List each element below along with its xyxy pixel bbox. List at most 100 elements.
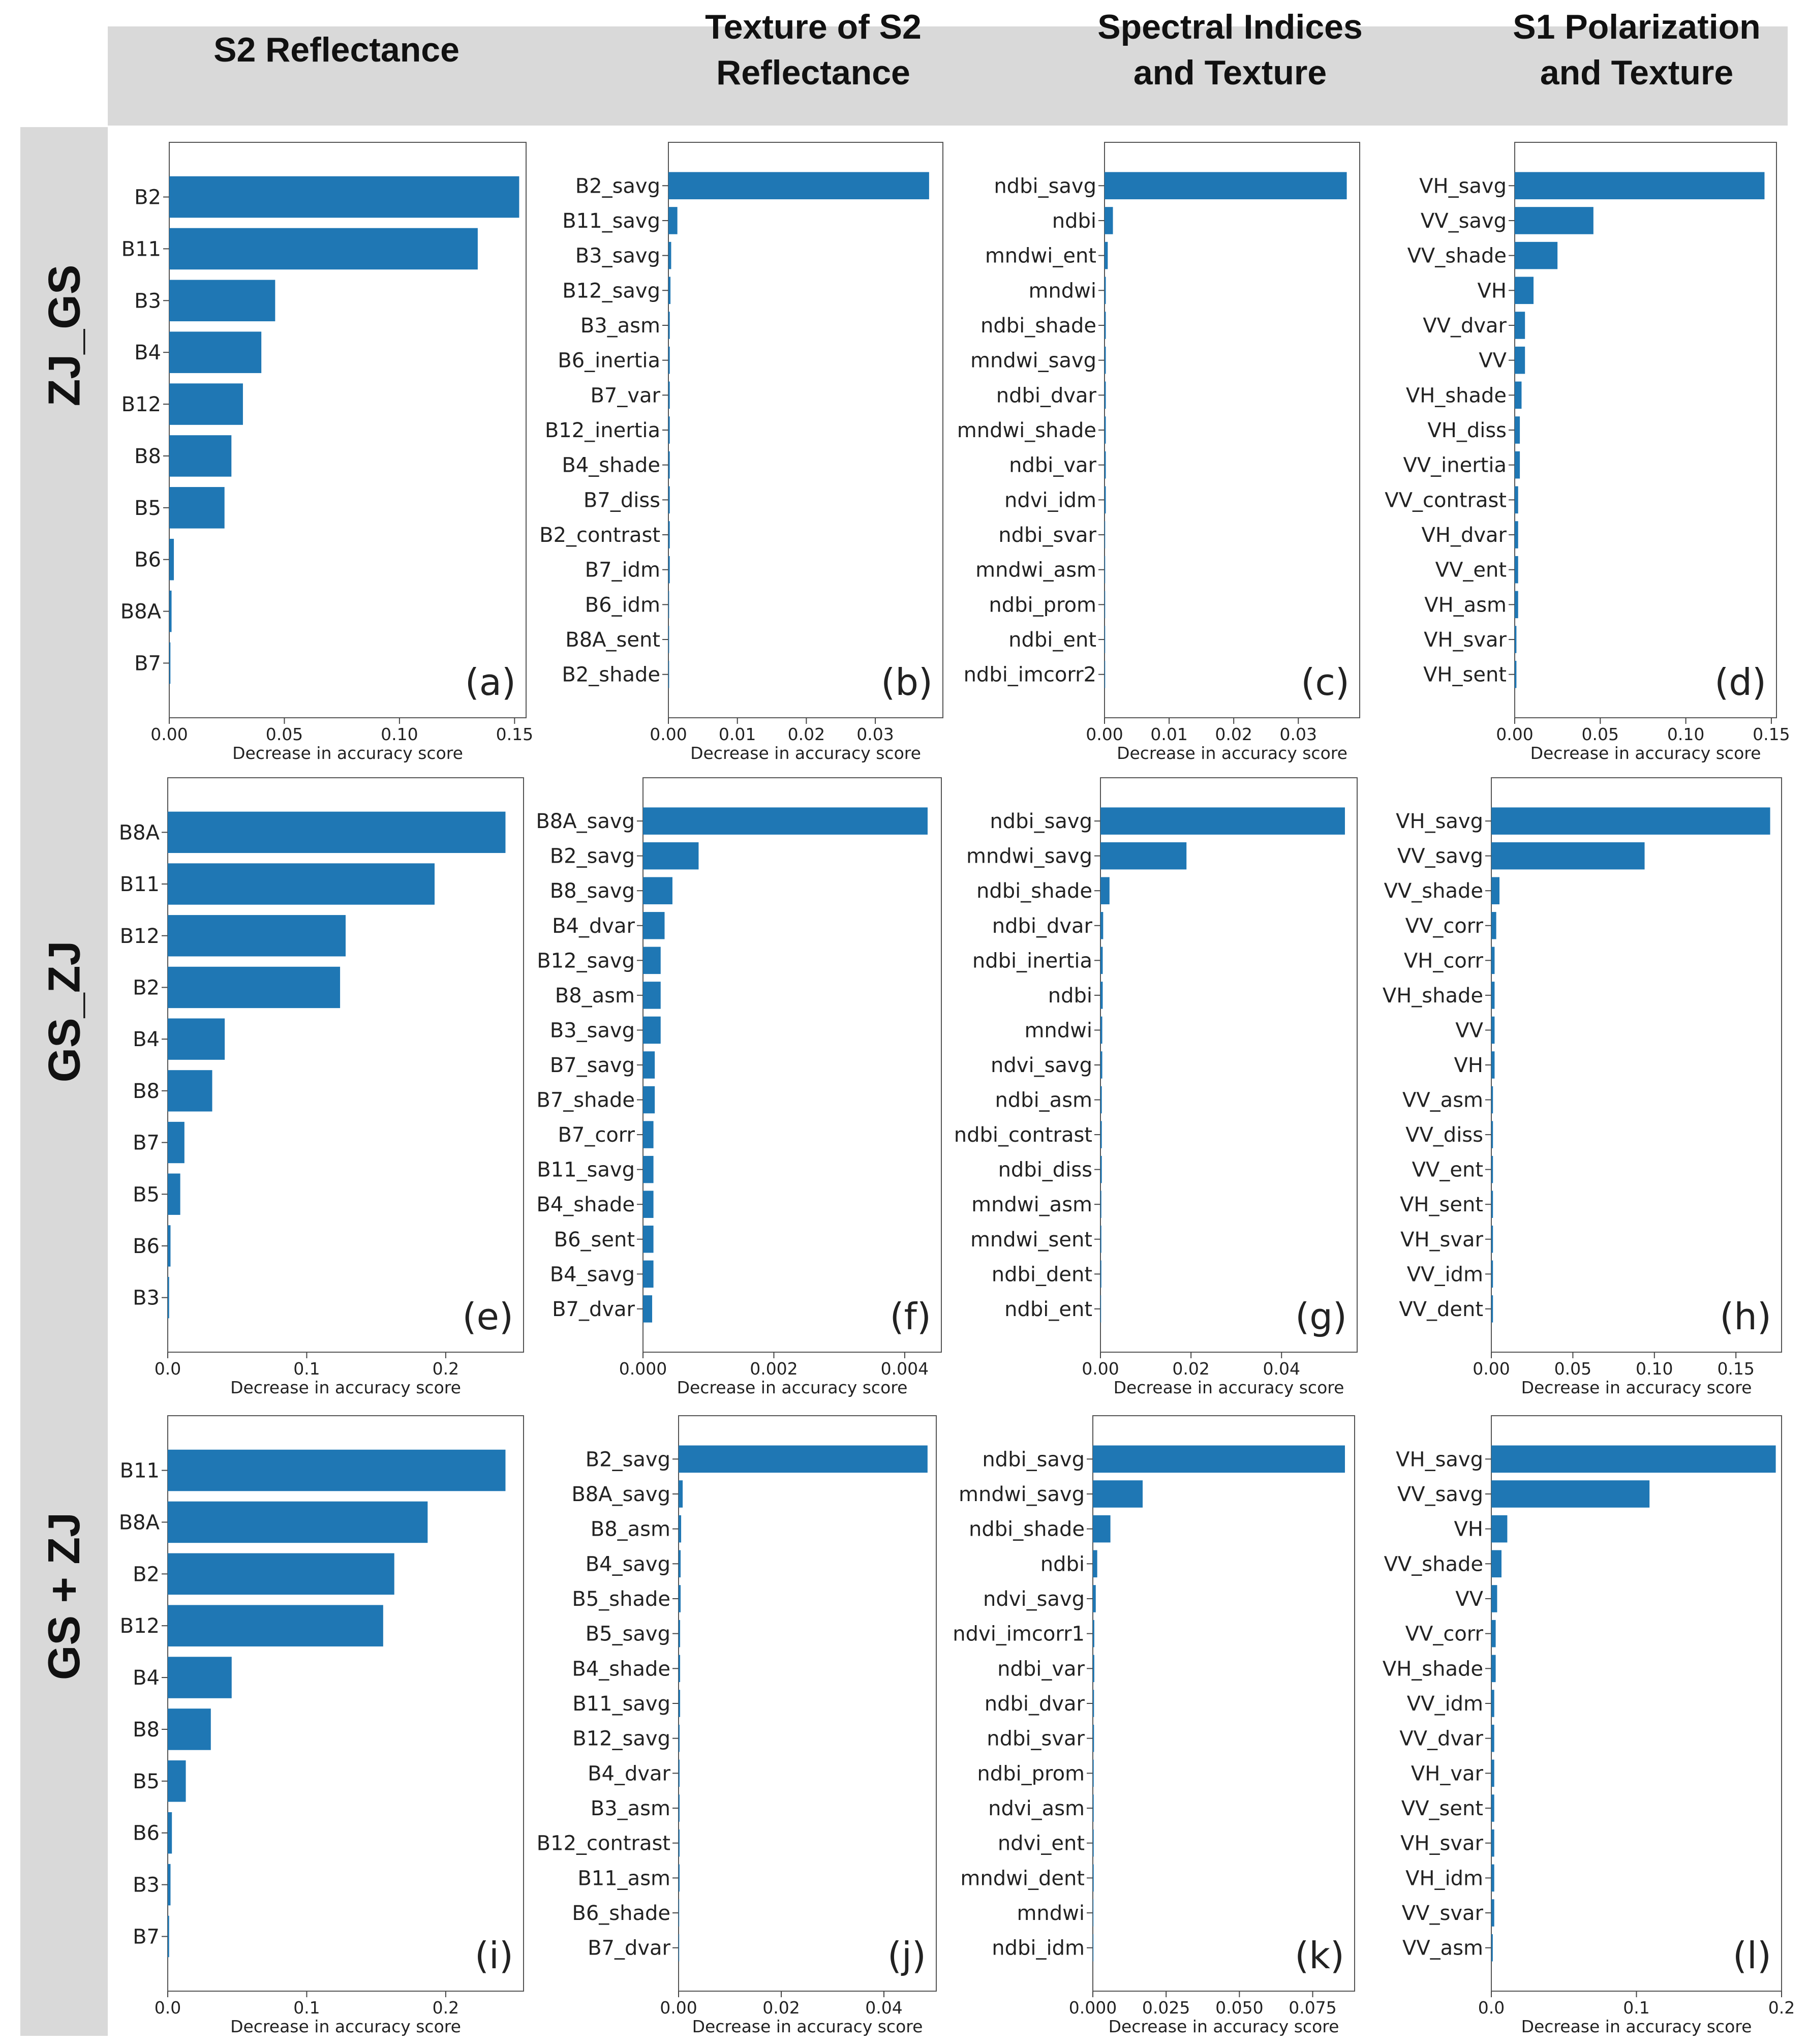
chart-k-bar (1093, 1829, 1094, 1857)
chart-d-bar (1515, 172, 1765, 200)
chart-b-category-label: B2_shade (562, 663, 660, 687)
chart-c-category-label: ndvi_idm (1004, 489, 1096, 512)
chart-l-xlabel: Decrease in accuracy score (1521, 2017, 1752, 2036)
chart-b-bar (668, 591, 669, 619)
chart-e-bar (168, 1173, 180, 1215)
chart-b-bar (668, 207, 678, 234)
chart-j-category-label: B5_shade (572, 1588, 670, 1611)
chart-a-xtick-label: 0.00 (150, 724, 188, 744)
chart-g-bar (1100, 1051, 1102, 1079)
chart-g-category-label: mndwi_asm (971, 1193, 1092, 1216)
chart-l-bar (1491, 1864, 1494, 1892)
chart-j-category-label: B8A_savg (571, 1483, 670, 1506)
chart-c-category-label: mndwi (1028, 279, 1096, 302)
chart-k-bar (1093, 1620, 1094, 1648)
chart-h-category-label: VV_shade (1384, 879, 1483, 903)
chart-k-bar (1093, 1585, 1096, 1612)
chart-d-bar (1515, 451, 1520, 479)
chart-l-bar (1491, 1934, 1493, 1962)
chart-e-bar (168, 811, 506, 853)
chart-l-category-label: VV_svar (1402, 1902, 1484, 1925)
chart-f-bar (643, 842, 699, 870)
chart-f-xtick-label: 0.002 (750, 1359, 798, 1379)
chart-d-bar (1515, 521, 1518, 548)
chart-e-bar (168, 966, 341, 1009)
chart-c-xtick-label: 0.02 (1215, 724, 1252, 744)
chart-b-category-label: B3_savg (575, 245, 660, 268)
chart-h-frame (1491, 777, 1782, 1353)
chart-g-category-label: ndbi_shade (976, 879, 1092, 903)
chart-g-bar (1100, 947, 1103, 974)
chart-d-bar (1515, 626, 1517, 653)
chart-d-xtick-label: 0.05 (1582, 724, 1619, 744)
chart-h-xtick-label: 0.15 (1717, 1359, 1754, 1379)
chart-e-bar (168, 1070, 212, 1112)
chart-h-xtick-label: 0.10 (1636, 1359, 1673, 1379)
chart-l-category-label: VH_shade (1383, 1657, 1483, 1681)
chart-i-bar (168, 1760, 186, 1802)
chart-d-bar (1515, 346, 1525, 374)
chart-g-frame (1100, 777, 1358, 1353)
chart-d-category-label: VH_asm (1424, 593, 1507, 617)
chart-k-category-label: ndbi_var (997, 1657, 1085, 1681)
chart-f-bar (643, 1226, 654, 1253)
chart-b-xtick-label: 0.00 (650, 724, 687, 744)
chart-d-category-label: VH_diss (1427, 419, 1507, 442)
chart-l-category-label: VV_asm (1402, 1937, 1483, 1960)
chart-e-category-label: B11 (120, 873, 160, 896)
chart-c-category-label: mndwi_asm (975, 559, 1096, 582)
chart-c-bar (1105, 277, 1106, 304)
chart-l-frame (1491, 1415, 1782, 1992)
chart-e-panel-label: (e) (463, 1295, 513, 1338)
chart-b-xlabel: Decrease in accuracy score (690, 743, 921, 763)
chart-l-category-label: VV_savg (1397, 1483, 1483, 1506)
chart-e-category-label: B5 (133, 1183, 160, 1206)
chart-g-category-label: ndbi_dent (992, 1263, 1092, 1286)
chart-a-category-label: B12 (121, 393, 161, 416)
chart-d-category-label: VH_svar (1424, 628, 1507, 652)
chart-k-category-label: ndbi_svar (987, 1727, 1085, 1751)
chart-j-bar (679, 1620, 681, 1648)
chart-a-category-label: B4 (134, 341, 161, 364)
chart-l-bar (1491, 1550, 1501, 1578)
chart-a-bar (169, 590, 172, 632)
chart-l-bar (1491, 1899, 1494, 1927)
chart-g-xlabel: Decrease in accuracy score (1114, 1378, 1344, 1397)
chart-i-bar (168, 1553, 394, 1595)
chart-k-category-label: ndbi_shade (969, 1518, 1085, 1541)
chart-g-panel-label: (g) (1295, 1295, 1347, 1338)
chart-h-xtick-label: 0.00 (1473, 1359, 1510, 1379)
chart-j-bar (679, 1585, 681, 1612)
chart-f-frame (642, 777, 942, 1353)
chart-j-panel-label: (j) (887, 1934, 926, 1977)
chart-k-bar (1093, 1724, 1094, 1752)
chart-c-bar (1105, 416, 1106, 444)
chart-a-xtick-label: 0.15 (496, 724, 533, 744)
chart-b-bar (668, 241, 671, 269)
chart-d-bar (1515, 381, 1522, 409)
chart-b-bar (668, 556, 670, 584)
chart-d-category-label: VV_shade (1407, 245, 1507, 268)
chart-k-xtick-label: 0.050 (1215, 1998, 1263, 2018)
chart-d-panel-label: (d) (1714, 661, 1766, 704)
chart-h-bar (1491, 807, 1770, 835)
chart-l-bar (1491, 1724, 1494, 1752)
chart-c-frame (1104, 142, 1360, 718)
chart-d-bar (1515, 312, 1525, 339)
chart-i-category-label: B5 (133, 1770, 160, 1793)
chart-j-category-label: B11_savg (572, 1692, 670, 1716)
chart-l-panel-label: (l) (1733, 1934, 1771, 1977)
chart-l-category-label: VH_idm (1405, 1867, 1483, 1890)
chart-i-category-label: B8 (133, 1718, 160, 1742)
chart-h-category-label: VH_savg (1396, 810, 1483, 833)
chart-g-category-label: ndbi_savg (990, 810, 1092, 833)
chart-c-bar (1105, 241, 1108, 269)
chart-d-category-label: VV_dvar (1423, 314, 1507, 338)
chart-c-bar (1105, 381, 1106, 409)
chart-d-category-label: VV_contrast (1385, 489, 1507, 512)
chart-h-category-label: VV_idm (1407, 1263, 1483, 1286)
chart-k-category-label: ndbi_prom (977, 1762, 1085, 1785)
chart-h-bar (1491, 1086, 1493, 1114)
chart-g-bar (1100, 1295, 1101, 1323)
chart-i-category-label: B7 (133, 1925, 160, 1948)
